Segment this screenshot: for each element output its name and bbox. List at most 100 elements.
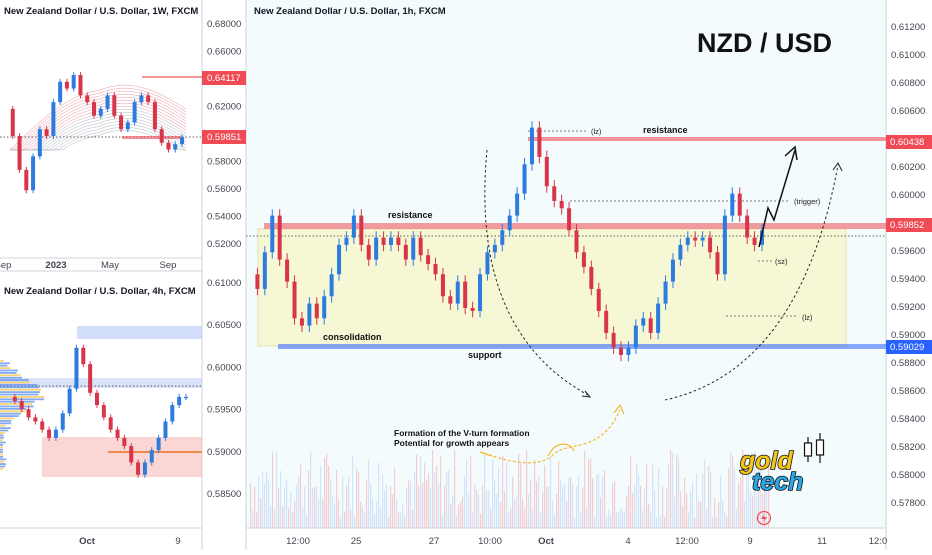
volume-bar <box>532 509 533 528</box>
fourhour-candle <box>184 397 188 398</box>
hourly-candle <box>344 238 348 245</box>
hourly-candle <box>537 128 541 157</box>
hourly-candle <box>404 245 408 260</box>
volume-bar <box>338 499 339 528</box>
profile-bar <box>0 384 37 386</box>
volume-bar <box>544 465 545 528</box>
volume-bar <box>302 508 303 528</box>
volume-bar <box>516 496 517 528</box>
volume-bar <box>524 509 525 528</box>
profile-bar <box>0 422 11 424</box>
hourly-candle <box>738 194 742 216</box>
logo-tech-text: tech <box>752 468 803 496</box>
profile-bar <box>0 403 32 405</box>
support-line <box>278 344 886 349</box>
weekly-y-tick: 0.66000 <box>207 47 241 58</box>
fourhour-candle <box>20 401 24 409</box>
volume-bar <box>548 487 549 528</box>
volume-bar <box>678 457 679 528</box>
hourly-candle <box>701 238 705 241</box>
hourly-candle <box>263 252 267 289</box>
volume-bar <box>250 484 251 528</box>
fourhour-y-tick: 0.58500 <box>207 489 241 500</box>
volume-bar <box>258 477 259 528</box>
volume-bar <box>714 497 715 528</box>
hourly-candle <box>715 252 719 274</box>
fourhour-y-tick: 0.61000 <box>207 278 241 289</box>
volume-bar <box>494 480 495 528</box>
fourhour-y-tick: 0.59000 <box>207 447 241 458</box>
volume-bar <box>318 500 319 528</box>
volume-bar <box>476 490 477 528</box>
volume-bar <box>594 517 595 528</box>
profile-bar <box>0 430 8 432</box>
hourly-candle <box>515 194 519 216</box>
volume-bar <box>696 474 697 528</box>
volume-bar <box>420 456 421 528</box>
volume-bar <box>636 463 637 528</box>
volume-bar <box>734 469 735 528</box>
hourly-candle <box>708 238 712 253</box>
hourly-candle <box>574 230 578 252</box>
volume-bar <box>558 461 559 528</box>
volume-bar <box>304 486 305 528</box>
profile-bar <box>0 362 10 364</box>
volume-bar <box>624 511 625 528</box>
fourhour-y-tick: 0.60000 <box>207 362 241 373</box>
hourly-candle <box>255 274 259 289</box>
vturn-note-line2: Potential for growth appears <box>394 438 510 448</box>
weekly-x-tick: Sep <box>160 260 177 271</box>
volume-bar <box>328 466 329 528</box>
volume-bar <box>536 481 537 528</box>
volume-bar <box>406 487 407 528</box>
volume-bar <box>542 492 543 528</box>
volume-bar <box>354 516 355 528</box>
trigger-label: (trigger) <box>794 197 821 206</box>
volume-bar <box>426 480 427 528</box>
profile-bar <box>0 374 21 376</box>
volume-bar <box>710 472 711 528</box>
volume-bar <box>654 490 655 528</box>
weekly-candle <box>92 102 96 116</box>
fourhour-candle <box>88 364 92 393</box>
hourly-y-tick: 0.60800 <box>891 78 925 89</box>
hourly-candle <box>419 238 423 256</box>
sz-label: (sz) <box>775 257 788 266</box>
volume-bar <box>666 488 667 528</box>
hourly-price-tag-3-label: 0.59029 <box>890 342 924 353</box>
volume-bar <box>528 495 529 528</box>
hourly-candle <box>745 216 749 238</box>
hourly-candle <box>374 238 378 260</box>
weekly-y-tick: 0.56000 <box>207 184 241 195</box>
volume-bar <box>572 484 573 528</box>
volume-bar <box>560 480 561 528</box>
volume-bar <box>626 496 627 528</box>
hourly-candle <box>352 216 356 238</box>
hourly-candle <box>649 318 653 333</box>
volume-bar <box>256 513 257 528</box>
volume-bar <box>298 476 299 528</box>
volume-bar <box>282 506 283 528</box>
volume-bar <box>592 478 593 528</box>
volume-bar <box>374 514 375 528</box>
hourly-y-tick: 0.59200 <box>891 302 925 313</box>
volume-bar <box>658 467 659 528</box>
volume-bar <box>388 517 389 528</box>
volume-bar <box>460 502 461 528</box>
volume-bar <box>616 512 617 528</box>
hourly-price-tag-1-label: 0.60438 <box>890 137 924 148</box>
volume-bar <box>612 483 613 528</box>
volume-bar <box>340 518 341 528</box>
volume-bar <box>462 497 463 528</box>
weekly-candle <box>45 129 49 136</box>
weekly-y-tick: 0.52000 <box>207 239 241 250</box>
profile-bar <box>0 468 3 470</box>
profile-bar <box>0 442 6 444</box>
hourly-candle <box>434 264 438 274</box>
volume-bar <box>584 451 585 528</box>
weekly-x-tick: May <box>101 260 119 271</box>
weekly-candle <box>38 129 42 156</box>
volume-bar <box>472 512 473 528</box>
volume-bar <box>356 469 357 528</box>
hourly-y-tick: 0.59400 <box>891 274 925 285</box>
